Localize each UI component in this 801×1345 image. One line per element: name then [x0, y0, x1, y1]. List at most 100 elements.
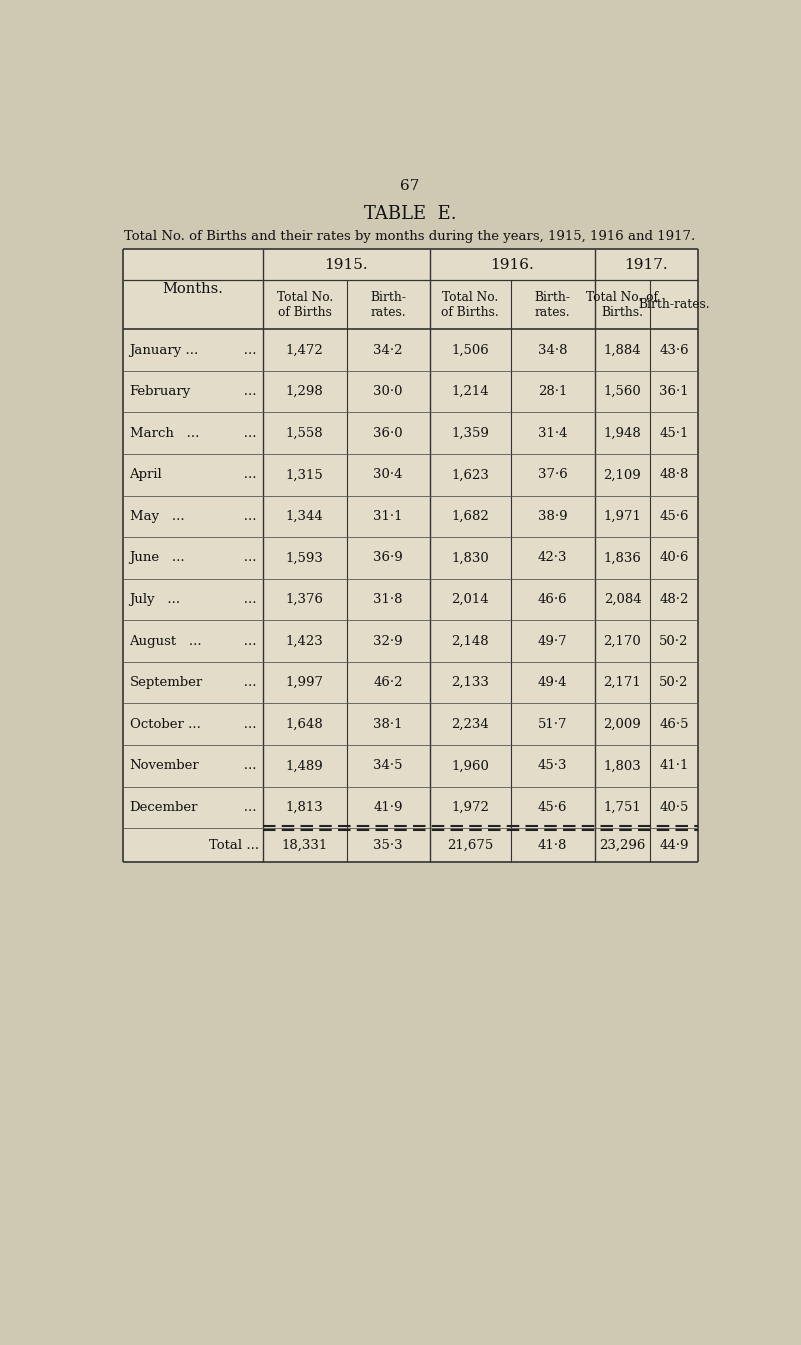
Text: Total No. of
Births.: Total No. of Births.: [586, 291, 658, 319]
Text: 23,296: 23,296: [599, 839, 646, 851]
Text: ...: ...: [231, 426, 256, 440]
Text: December: December: [130, 800, 198, 814]
Text: ...: ...: [231, 800, 256, 814]
Text: 37·6: 37·6: [537, 468, 568, 482]
Text: 1,682: 1,682: [451, 510, 489, 523]
Text: 1,593: 1,593: [286, 551, 324, 565]
Text: March   ...: March ...: [130, 426, 199, 440]
Text: 28·1: 28·1: [538, 385, 567, 398]
Text: 34·2: 34·2: [373, 343, 403, 356]
Text: 1,830: 1,830: [451, 551, 489, 565]
Text: 1,423: 1,423: [286, 635, 324, 647]
Text: Months.: Months.: [163, 282, 223, 296]
Text: 49·7: 49·7: [538, 635, 568, 647]
Text: Total No.
of Births.: Total No. of Births.: [441, 291, 499, 319]
Text: TABLE  E.: TABLE E.: [364, 204, 457, 223]
Text: 31·1: 31·1: [373, 510, 403, 523]
Text: 36·0: 36·0: [373, 426, 403, 440]
Text: 1,298: 1,298: [286, 385, 324, 398]
Polygon shape: [123, 249, 698, 862]
Text: 1,813: 1,813: [286, 800, 324, 814]
Text: 2,133: 2,133: [451, 677, 489, 689]
Text: 40·5: 40·5: [659, 800, 689, 814]
Text: October ...: October ...: [130, 718, 200, 730]
Text: 45·3: 45·3: [538, 760, 567, 772]
Text: 18,331: 18,331: [282, 839, 328, 851]
Text: January ...: January ...: [130, 343, 199, 356]
Text: 1,960: 1,960: [451, 760, 489, 772]
Text: 1,836: 1,836: [603, 551, 642, 565]
Text: 1,884: 1,884: [604, 343, 642, 356]
Text: May   ...: May ...: [130, 510, 184, 523]
Text: 48·8: 48·8: [659, 468, 689, 482]
Text: ...: ...: [231, 468, 256, 482]
Text: 1,997: 1,997: [286, 677, 324, 689]
Text: 2,234: 2,234: [451, 718, 489, 730]
Text: 46·6: 46·6: [538, 593, 568, 607]
Text: Total No.
of Births: Total No. of Births: [276, 291, 333, 319]
Text: 1,648: 1,648: [286, 718, 324, 730]
Text: 41·8: 41·8: [538, 839, 567, 851]
Text: February: February: [130, 385, 191, 398]
Text: Total ...: Total ...: [209, 839, 259, 851]
Text: 51·7: 51·7: [538, 718, 567, 730]
Text: 45·1: 45·1: [659, 426, 689, 440]
Text: ...: ...: [231, 718, 256, 730]
Text: 45·6: 45·6: [659, 510, 689, 523]
Text: 34·8: 34·8: [538, 343, 567, 356]
Text: 35·3: 35·3: [373, 839, 403, 851]
Text: 67: 67: [400, 179, 420, 194]
Text: ...: ...: [231, 677, 256, 689]
Text: July   ...: July ...: [130, 593, 181, 607]
Text: 21,675: 21,675: [447, 839, 493, 851]
Text: 1,214: 1,214: [452, 385, 489, 398]
Text: 50·2: 50·2: [659, 635, 689, 647]
Text: Total No. of Births and their rates by months during the years, 1915, 1916 and 1: Total No. of Births and their rates by m…: [124, 230, 696, 243]
Text: ...: ...: [231, 510, 256, 523]
Text: Birth-
rates.: Birth- rates.: [370, 291, 406, 319]
Text: 1,971: 1,971: [603, 510, 642, 523]
Text: 2,148: 2,148: [452, 635, 489, 647]
Text: 41·9: 41·9: [373, 800, 403, 814]
Text: 1915.: 1915.: [324, 258, 368, 272]
Text: 31·8: 31·8: [373, 593, 403, 607]
Text: 36·1: 36·1: [659, 385, 689, 398]
Text: 50·2: 50·2: [659, 677, 689, 689]
Text: 1,344: 1,344: [286, 510, 324, 523]
Text: 1,315: 1,315: [286, 468, 324, 482]
Text: ...: ...: [231, 593, 256, 607]
Text: 1,359: 1,359: [451, 426, 489, 440]
Text: 36·9: 36·9: [373, 551, 403, 565]
Text: 2,109: 2,109: [604, 468, 642, 482]
Text: 45·6: 45·6: [538, 800, 567, 814]
Text: 2,009: 2,009: [604, 718, 642, 730]
Text: 38·9: 38·9: [538, 510, 568, 523]
Text: September: September: [130, 677, 203, 689]
Text: 48·2: 48·2: [659, 593, 689, 607]
Text: Birth-rates.: Birth-rates.: [638, 299, 710, 311]
Text: ...: ...: [231, 343, 256, 356]
Text: June   ...: June ...: [130, 551, 185, 565]
Text: 1,506: 1,506: [451, 343, 489, 356]
Text: 1,623: 1,623: [451, 468, 489, 482]
Text: 40·6: 40·6: [659, 551, 689, 565]
Text: ...: ...: [231, 635, 256, 647]
Text: 1,948: 1,948: [604, 426, 642, 440]
Text: Birth-
rates.: Birth- rates.: [535, 291, 571, 319]
Text: 1,751: 1,751: [604, 800, 642, 814]
Text: 2,170: 2,170: [604, 635, 642, 647]
Text: 1,803: 1,803: [604, 760, 642, 772]
Text: 43·6: 43·6: [659, 343, 689, 356]
Text: April: April: [130, 468, 163, 482]
Text: 42·3: 42·3: [538, 551, 567, 565]
Text: 2,171: 2,171: [604, 677, 642, 689]
Text: 34·5: 34·5: [373, 760, 403, 772]
Text: 44·9: 44·9: [659, 839, 689, 851]
Text: 41·1: 41·1: [659, 760, 689, 772]
Text: 1,376: 1,376: [286, 593, 324, 607]
Text: 1,472: 1,472: [286, 343, 324, 356]
Text: 1,972: 1,972: [451, 800, 489, 814]
Text: 1,558: 1,558: [286, 426, 324, 440]
Text: November: November: [130, 760, 199, 772]
Text: 31·4: 31·4: [538, 426, 567, 440]
